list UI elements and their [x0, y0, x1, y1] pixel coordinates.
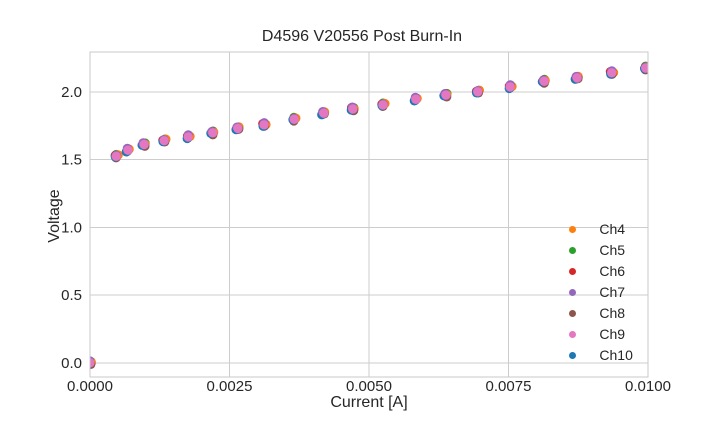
- legend-marker-icon: [569, 288, 577, 297]
- legend-label: Ch4: [599, 221, 626, 237]
- y-tick-label: 2.0: [61, 84, 82, 101]
- legend-label: Ch9: [599, 326, 626, 342]
- x-tick-label: 0.0000: [67, 378, 113, 395]
- legend-label: Ch5: [599, 242, 626, 258]
- x-tick-label: 0.0075: [486, 378, 532, 395]
- x-axis-label: Current [A]: [330, 394, 408, 411]
- legend: Ch4 Ch5 Ch6 Ch7 Ch8 Ch9 Ch10: [566, 219, 633, 366]
- y-tick-label: 1.0: [61, 219, 82, 236]
- legend-marker-icon: [569, 309, 577, 318]
- legend-item-ch10: Ch10: [566, 345, 633, 366]
- legend-item-ch7: Ch7: [566, 282, 633, 303]
- legend-marker-icon: [569, 246, 577, 255]
- y-tick-labels: 0.0 0.5 1.0 1.5 2.0: [61, 84, 82, 372]
- legend-item-ch4: Ch4: [566, 219, 633, 240]
- chart-title: D4596 V20556 Post Burn-In: [261, 28, 463, 45]
- legend-item-ch9: Ch9: [566, 324, 633, 345]
- plot-border: [89, 51, 649, 378]
- y-tick-label: 1.5: [61, 152, 82, 169]
- legend-label: Ch7: [599, 284, 626, 300]
- x-tick-label: 0.0025: [207, 378, 253, 395]
- legend-label: Ch10: [599, 347, 633, 363]
- x-tick-labels: 0.0000 0.0025 0.0050 0.0075 0.0100: [67, 378, 671, 395]
- series-ch9-points: [90, 63, 648, 368]
- legend-marker-icon: [569, 330, 577, 339]
- gridlines: [89, 52, 649, 377]
- x-tick-label: 0.0050: [346, 378, 392, 395]
- series-ch10-points: [90, 63, 648, 369]
- legend-marker-icon: [569, 351, 577, 360]
- y-tick-label: 0.0: [61, 355, 82, 372]
- legend-label: Ch6: [599, 263, 626, 279]
- legend-marker-icon: [569, 225, 577, 234]
- y-tick-label: 0.5: [61, 287, 82, 304]
- legend-marker-icon: [569, 267, 577, 276]
- x-tick-label: 0.0100: [625, 378, 671, 395]
- data-points-layer: [90, 61, 648, 369]
- legend-item-ch8: Ch8: [566, 303, 633, 324]
- legend-item-ch6: Ch6: [566, 261, 633, 282]
- legend-label: Ch8: [599, 305, 626, 321]
- legend-item-ch5: Ch5: [566, 240, 633, 261]
